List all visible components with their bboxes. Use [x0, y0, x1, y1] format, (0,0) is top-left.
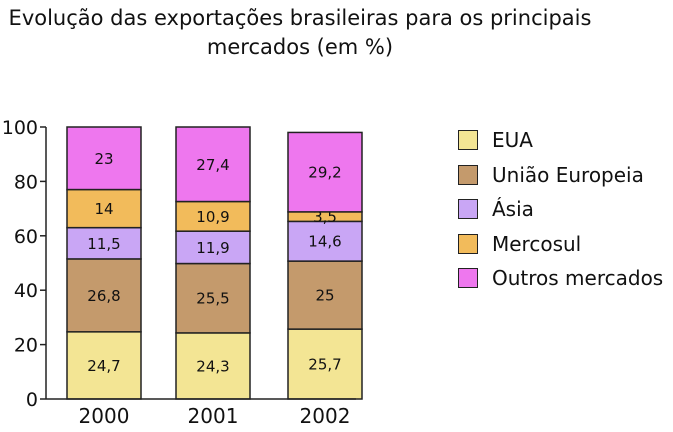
stacked-bar-chart: 24,7 26,8 11,5 14 23 24,3 25,5 11,9 10,9 27,4 25,7… [2, 117, 363, 428]
bar-segment--sia-2000 [66, 226, 142, 260]
bar-stack-2002: 25,7 25 14,6 3,5 29,2 [287, 131, 363, 400]
data-label--sia-2002: 14,6 [308, 233, 341, 251]
legend-item-uni-o-europeia: União Europeia [458, 163, 663, 187]
bar-segment-uni-o-europeia-2001 [175, 262, 251, 334]
bar-stack-2001: 24,3 25,5 11,9 10,9 27,4 [175, 126, 251, 400]
legend-swatch-mercosul [458, 233, 478, 254]
y-tick-label-0: 0 [26, 389, 38, 411]
data-label-eua-2001: 24,3 [196, 357, 229, 375]
data-label-mercosul-2002: 3,5 [313, 208, 337, 226]
bar-segment-outros-mercados-2002 [287, 131, 363, 213]
data-label-outros-mercados-2000: 23 [94, 150, 113, 168]
data-label-outros-mercados-2002: 29,2 [308, 164, 341, 182]
x-tick-label-2000: 2000 [79, 404, 130, 428]
bar-segment-eua-2002 [287, 328, 363, 400]
bar-stack-2000: 24,7 26,8 11,5 14 23 [66, 126, 142, 400]
data-label-eua-2002: 25,7 [308, 356, 341, 374]
legend-label-eua: EUA [492, 128, 533, 152]
data-label-mercosul-2000: 14 [94, 200, 113, 218]
data-label-uni-o-europeia-2001: 25,5 [196, 290, 229, 308]
data-label--sia-2001: 11,9 [196, 239, 229, 257]
chart-title-line-1: Evolução das exportações brasileiras par… [8, 6, 592, 30]
bar-segment-outros-mercados-2001 [175, 126, 251, 203]
axes-layer: 2000 2001 2002 0 20 40 60 80 100 [2, 117, 356, 428]
bar-segment-outros-mercados-2000 [66, 126, 142, 191]
data-label-uni-o-europeia-2002: 25 [315, 287, 334, 305]
chart-title: Evolução das exportações brasileiras par… [0, 4, 600, 62]
bar-segment-eua-2001 [175, 332, 251, 400]
legend-item-outros-mercados: Outros mercados [458, 266, 663, 290]
data-label--sia-2000: 11,5 [87, 235, 120, 253]
legend-label-mercosul: Mercosul [492, 231, 582, 256]
bars-layer: 24,7 26,8 11,5 14 23 24,3 25,5 11,9 10,9 27,4 25,7… [66, 126, 363, 400]
x-tick-label-2001: 2001 [188, 404, 239, 428]
legend-label-uni-o-europeia: União Europeia [492, 162, 644, 187]
legend-label--sia: Ásia [492, 197, 534, 221]
x-tick-label-2002: 2002 [300, 404, 351, 428]
y-tick-label-20: 20 [14, 335, 38, 357]
data-label-outros-mercados-2001: 27,4 [196, 156, 229, 174]
legend-item-mercosul: Mercosul [458, 232, 663, 256]
data-label-eua-2000: 24,7 [87, 357, 120, 375]
chart-title-line-2: mercados (em %) [206, 35, 394, 59]
legend-item--sia: Ásia [458, 197, 663, 221]
legend-swatch--sia [458, 199, 478, 219]
bar-segment-uni-o-europeia-2000 [66, 258, 142, 333]
y-tick-label-60: 60 [14, 226, 38, 248]
y-tick-label-40: 40 [14, 280, 38, 302]
legend-swatch-uni-o-europeia [458, 164, 478, 185]
legend-item-eua: EUA [458, 128, 663, 152]
data-label-uni-o-europeia-2000: 26,8 [87, 287, 120, 305]
legend: EUA União Europeia Ásia Mercosul Outros merc… [458, 128, 663, 301]
y-tick-label-100: 100 [2, 117, 38, 139]
legend-swatch-eua [458, 130, 478, 150]
legend-swatch-outros-mercados [458, 268, 478, 288]
bar-segment--sia-2001 [175, 230, 251, 265]
data-label-mercosul-2001: 10,9 [196, 208, 229, 226]
bar-segment--sia-2002 [287, 220, 363, 262]
y-tick-label-80: 80 [14, 171, 38, 193]
legend-label-outros-mercados: Outros mercados [492, 266, 664, 290]
